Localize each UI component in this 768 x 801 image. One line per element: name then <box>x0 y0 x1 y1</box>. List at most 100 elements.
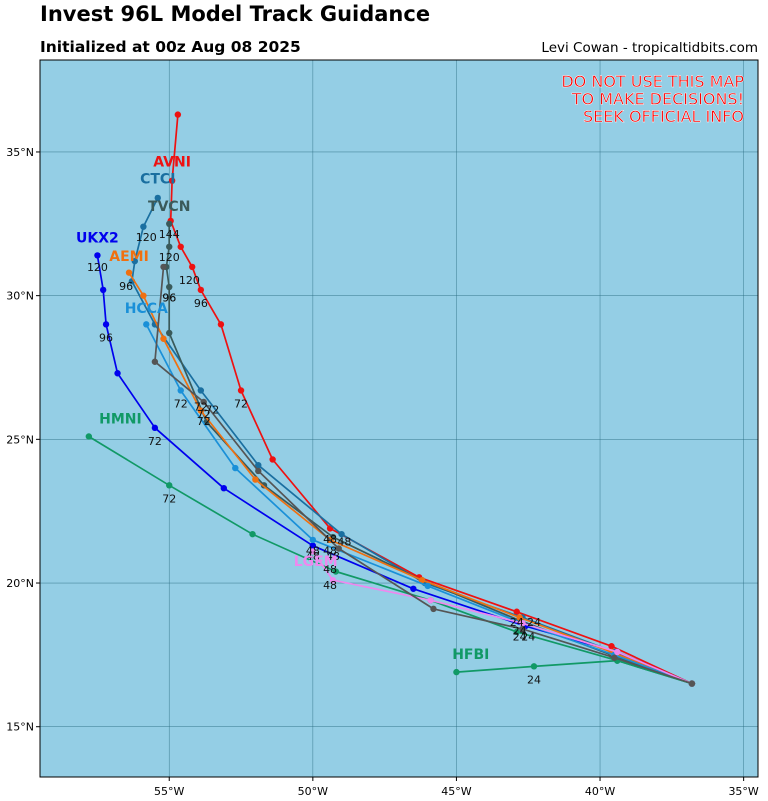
track-point-hmni <box>513 628 520 636</box>
track-point-ukx2 <box>102 321 110 328</box>
model-label-hcca: HCCA <box>125 301 168 317</box>
tick-label-lat: 20°N <box>6 577 34 590</box>
track-point-alt <box>200 398 207 406</box>
hour-label: 72 <box>205 403 219 416</box>
model-label-ctci: CTCI <box>140 172 175 188</box>
track-point-alt <box>255 467 262 475</box>
track-line-hcca <box>145 324 693 685</box>
track-point-aemi <box>197 407 205 414</box>
tick-label-lon: 45°W <box>441 785 471 798</box>
hour-label: 96 <box>162 291 176 304</box>
hour-label: 24 <box>513 630 527 643</box>
hour-label: 48 <box>323 579 337 592</box>
hour-label: 96 <box>194 297 208 310</box>
track-point-alt <box>160 263 167 271</box>
hour-label: 96 <box>99 332 113 345</box>
hour-label: 72 <box>197 408 211 421</box>
track-line-lgem <box>312 550 693 685</box>
hour-label: 48 <box>323 563 337 576</box>
tick-label-lat: 25°N <box>6 433 34 446</box>
track-point-lgem <box>519 620 526 627</box>
track-point-hmni <box>249 530 256 538</box>
track-point-ukx2 <box>410 585 417 592</box>
warning-line: TO MAKE DECISIONS! <box>571 90 744 109</box>
track-point-ctci <box>255 461 262 469</box>
track-point-hcca <box>143 321 150 328</box>
track-point-alt <box>430 605 437 613</box>
track-point-tvcn <box>166 283 173 291</box>
track-point-aemi <box>418 576 426 584</box>
gridlines <box>40 60 758 777</box>
track-point-hmni <box>332 568 340 575</box>
track-point-aemi <box>140 292 147 299</box>
track-point-avni <box>177 243 184 250</box>
track-point-hcca <box>177 387 184 394</box>
track-point-hfbi <box>453 668 460 676</box>
hour-label: 72 <box>148 435 162 448</box>
hour-label: 120 <box>159 251 180 264</box>
hour-label: 96 <box>162 291 176 304</box>
track-point-avni <box>174 111 182 118</box>
tick-label-lon: 55°W <box>154 785 184 798</box>
hour-label: 120 <box>136 231 157 244</box>
track-point-ukx2 <box>114 370 121 377</box>
track-point-tvcn <box>166 220 173 228</box>
track-point-alt <box>335 545 342 552</box>
hour-label: 48 <box>306 550 320 563</box>
track-point-hmni <box>166 482 173 489</box>
track-point-ctci <box>197 387 205 394</box>
track-point-alt <box>611 654 618 661</box>
track-point-tvcn <box>166 243 173 250</box>
credit-text: Levi Cowan - tropicaltidbits.com <box>541 40 758 56</box>
track-point-avni <box>237 387 245 394</box>
track-point-lgem <box>427 597 434 604</box>
track-point-hcca <box>309 536 317 544</box>
map-frame <box>39 59 759 778</box>
track-point-avni <box>269 456 276 463</box>
model-label-aemi: AEMI <box>109 249 149 265</box>
page-title: Invest 96L Model Track Guidance <box>40 2 431 26</box>
track-point-lgem <box>614 648 621 656</box>
track-point-ukx2 <box>94 252 101 259</box>
track-point-avni <box>168 177 176 184</box>
track-point-lgem <box>309 548 317 555</box>
track-point-ukx2 <box>99 286 107 294</box>
track-point-ukx2 <box>309 542 317 549</box>
hour-label: 48 <box>326 550 340 563</box>
track-point-ctci <box>154 194 161 202</box>
hour-label: 24 <box>510 616 524 629</box>
hour-label: 24 <box>527 616 541 629</box>
tick-label-lon: 50°W <box>298 785 328 798</box>
track-point-ukx2 <box>220 484 228 492</box>
hour-label: 72 <box>162 493 176 506</box>
hour-label: 24 <box>527 674 541 687</box>
track-point-hmni <box>85 433 93 440</box>
tick-label-lat: 30°N <box>6 290 34 303</box>
tick-label-lon: 35°W <box>728 785 758 798</box>
model-label-ukx2: UKX2 <box>76 230 119 246</box>
hour-label: 72 <box>234 398 248 411</box>
hour-label: 72 <box>174 398 188 411</box>
track-point-hcca <box>424 582 431 590</box>
model-tracks <box>85 111 696 687</box>
model-label-avni: AVNI <box>153 154 191 170</box>
warning-line: DO NOT USE THIS MAP <box>561 72 744 91</box>
model-label-hmni: HMNI <box>99 412 142 428</box>
hour-label: 24 <box>521 630 535 643</box>
track-point-avni <box>217 321 225 328</box>
track-point-aemi <box>125 269 133 276</box>
tick-label-lat: 35°N <box>6 146 34 159</box>
track-point-aemi <box>516 614 523 621</box>
tick-label-lon: 40°W <box>585 785 615 798</box>
track-line-ctci <box>131 197 693 685</box>
track-point-avni <box>189 263 196 271</box>
track-point-ctci <box>338 530 345 538</box>
track-point-ctci <box>140 223 147 230</box>
hour-label: 48 <box>323 544 337 557</box>
track-point-hcca <box>232 464 239 472</box>
page-subtitle: Initialized at 00z Aug 08 2025 <box>40 38 301 56</box>
track-point-hfbi <box>530 663 538 670</box>
